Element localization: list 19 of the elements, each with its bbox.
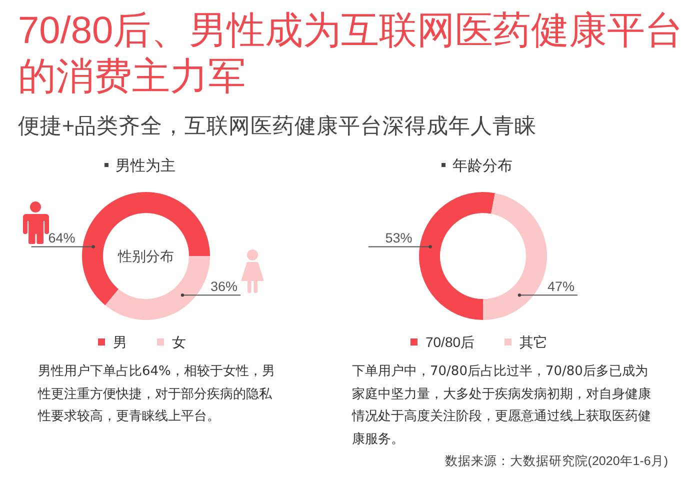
text: 性别分布 xyxy=(117,248,174,264)
text: 男性用户下单占比64%，相较于女性，男性更注重方便快捷，对于部分疾病的隐私性要求较高，更青睐线上平台。 xyxy=(38,363,276,426)
data-label: 64% xyxy=(48,230,76,246)
legend-label: 70/80后 xyxy=(425,334,475,350)
legend-label: 男 xyxy=(113,334,127,350)
donut-slice xyxy=(419,192,495,320)
donut-slice xyxy=(483,193,547,320)
legend-label: 其它 xyxy=(520,334,548,350)
text: 70/80后、男性成为互联网医药健康平台的消费主力军 xyxy=(18,9,684,100)
chart-title: 年龄分布 xyxy=(452,158,512,174)
data-label: 53% xyxy=(385,230,412,246)
data-label: 36% xyxy=(210,279,238,294)
donut-slice xyxy=(82,192,210,306)
legend-label: 女 xyxy=(172,334,186,350)
chart-title: 男性为主 xyxy=(116,158,176,174)
text: 便捷+品类齐全，互联网医药健康平台深得成年人青睐 xyxy=(18,113,538,139)
source-note: 数据来源：大数据研究院(2020年1-6月) xyxy=(444,454,668,468)
data-label: 47% xyxy=(547,279,575,294)
text: 下单用户中，70/80后占比过半，70/80后多已成为家庭中坚力量，大多处于疾病发病初期，对自身健康情况处于高度关注阶段，更愿意通过线上获取医药健康服务。 xyxy=(352,363,652,448)
